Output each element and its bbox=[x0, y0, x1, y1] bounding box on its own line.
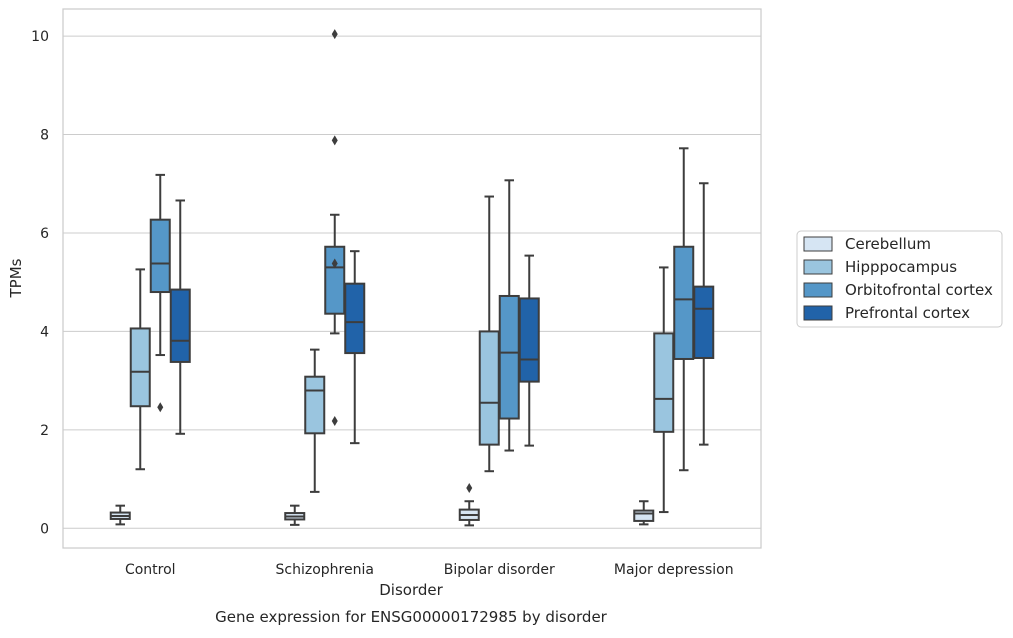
legend-frame bbox=[796, 230, 1003, 328]
box-orbitofrontal-cortex bbox=[673, 147, 695, 472]
box-body bbox=[129, 327, 151, 408]
box-body bbox=[633, 509, 655, 522]
x-axis-title: Disorder bbox=[379, 581, 443, 599]
box-body bbox=[169, 288, 191, 363]
box-prefrontal-cortex bbox=[518, 254, 540, 447]
box-orbitofrontal-cortex bbox=[324, 29, 346, 427]
y-tick-label: 2 bbox=[40, 423, 49, 439]
legend-swatch bbox=[803, 282, 833, 298]
box-cerebellum bbox=[109, 504, 131, 526]
chart-caption: Gene expression for ENSG00000172985 by d… bbox=[215, 608, 608, 626]
box-body bbox=[693, 285, 715, 359]
box-prefrontal-cortex bbox=[693, 182, 715, 446]
box-hipppocampus bbox=[304, 348, 326, 493]
box-body bbox=[344, 282, 366, 355]
plot-frame bbox=[62, 8, 762, 549]
outlier-point bbox=[331, 135, 338, 146]
outlier-point bbox=[157, 402, 164, 413]
legend-label: Hipppocampus bbox=[845, 258, 957, 276]
x-tick-label: Bipolar disorder bbox=[444, 562, 555, 578]
legend-label: Cerebellum bbox=[845, 235, 931, 253]
y-tick-label: 0 bbox=[40, 521, 49, 537]
legend-swatch bbox=[803, 259, 833, 275]
box-hipppocampus bbox=[129, 268, 151, 471]
box-body bbox=[653, 332, 675, 433]
legend-label: Prefrontal cortex bbox=[845, 304, 970, 322]
x-tick-label: Schizophrenia bbox=[276, 562, 374, 578]
y-axis-title: TPMs bbox=[7, 258, 25, 298]
x-tick-label: Major depression bbox=[614, 562, 734, 578]
legend: Cerebellum Hipppocampus Orbitofrontal cort… bbox=[796, 230, 1003, 328]
box-hipppocampus bbox=[478, 195, 500, 473]
y-tick-label: 8 bbox=[40, 128, 49, 144]
y-tick-label: 10 bbox=[31, 29, 49, 45]
box-body bbox=[149, 218, 171, 294]
axis-layer: 0 2 4 6 8 10 Control Schizophrenia Bipolar disor… bbox=[31, 8, 762, 578]
box-body bbox=[518, 297, 540, 383]
box-orbitofrontal-cortex bbox=[498, 179, 520, 452]
box-cerebellum bbox=[633, 500, 655, 526]
box-cerebellum bbox=[458, 482, 480, 527]
y-tick-label: 6 bbox=[40, 226, 49, 242]
x-tick-label: Control bbox=[125, 562, 176, 578]
outlier-point bbox=[331, 258, 338, 269]
legend-label: Orbitofrontal cortex bbox=[845, 281, 993, 299]
legend-swatch bbox=[803, 305, 833, 321]
outlier-point bbox=[331, 416, 338, 427]
box-body bbox=[673, 245, 695, 360]
box-layer bbox=[109, 29, 715, 527]
box-body bbox=[324, 245, 346, 315]
y-tick-label: 4 bbox=[40, 324, 49, 340]
box-hipppocampus bbox=[653, 266, 675, 514]
box-body bbox=[304, 375, 326, 435]
outlier-point bbox=[331, 29, 338, 40]
box-prefrontal-cortex bbox=[344, 250, 366, 445]
box-prefrontal-cortex bbox=[169, 199, 191, 435]
box-body bbox=[478, 330, 500, 446]
outlier-point bbox=[466, 482, 473, 493]
box-body bbox=[498, 294, 520, 420]
legend-swatch bbox=[803, 236, 833, 252]
box-cerebellum bbox=[284, 504, 306, 526]
box-orbitofrontal-cortex bbox=[149, 173, 171, 413]
